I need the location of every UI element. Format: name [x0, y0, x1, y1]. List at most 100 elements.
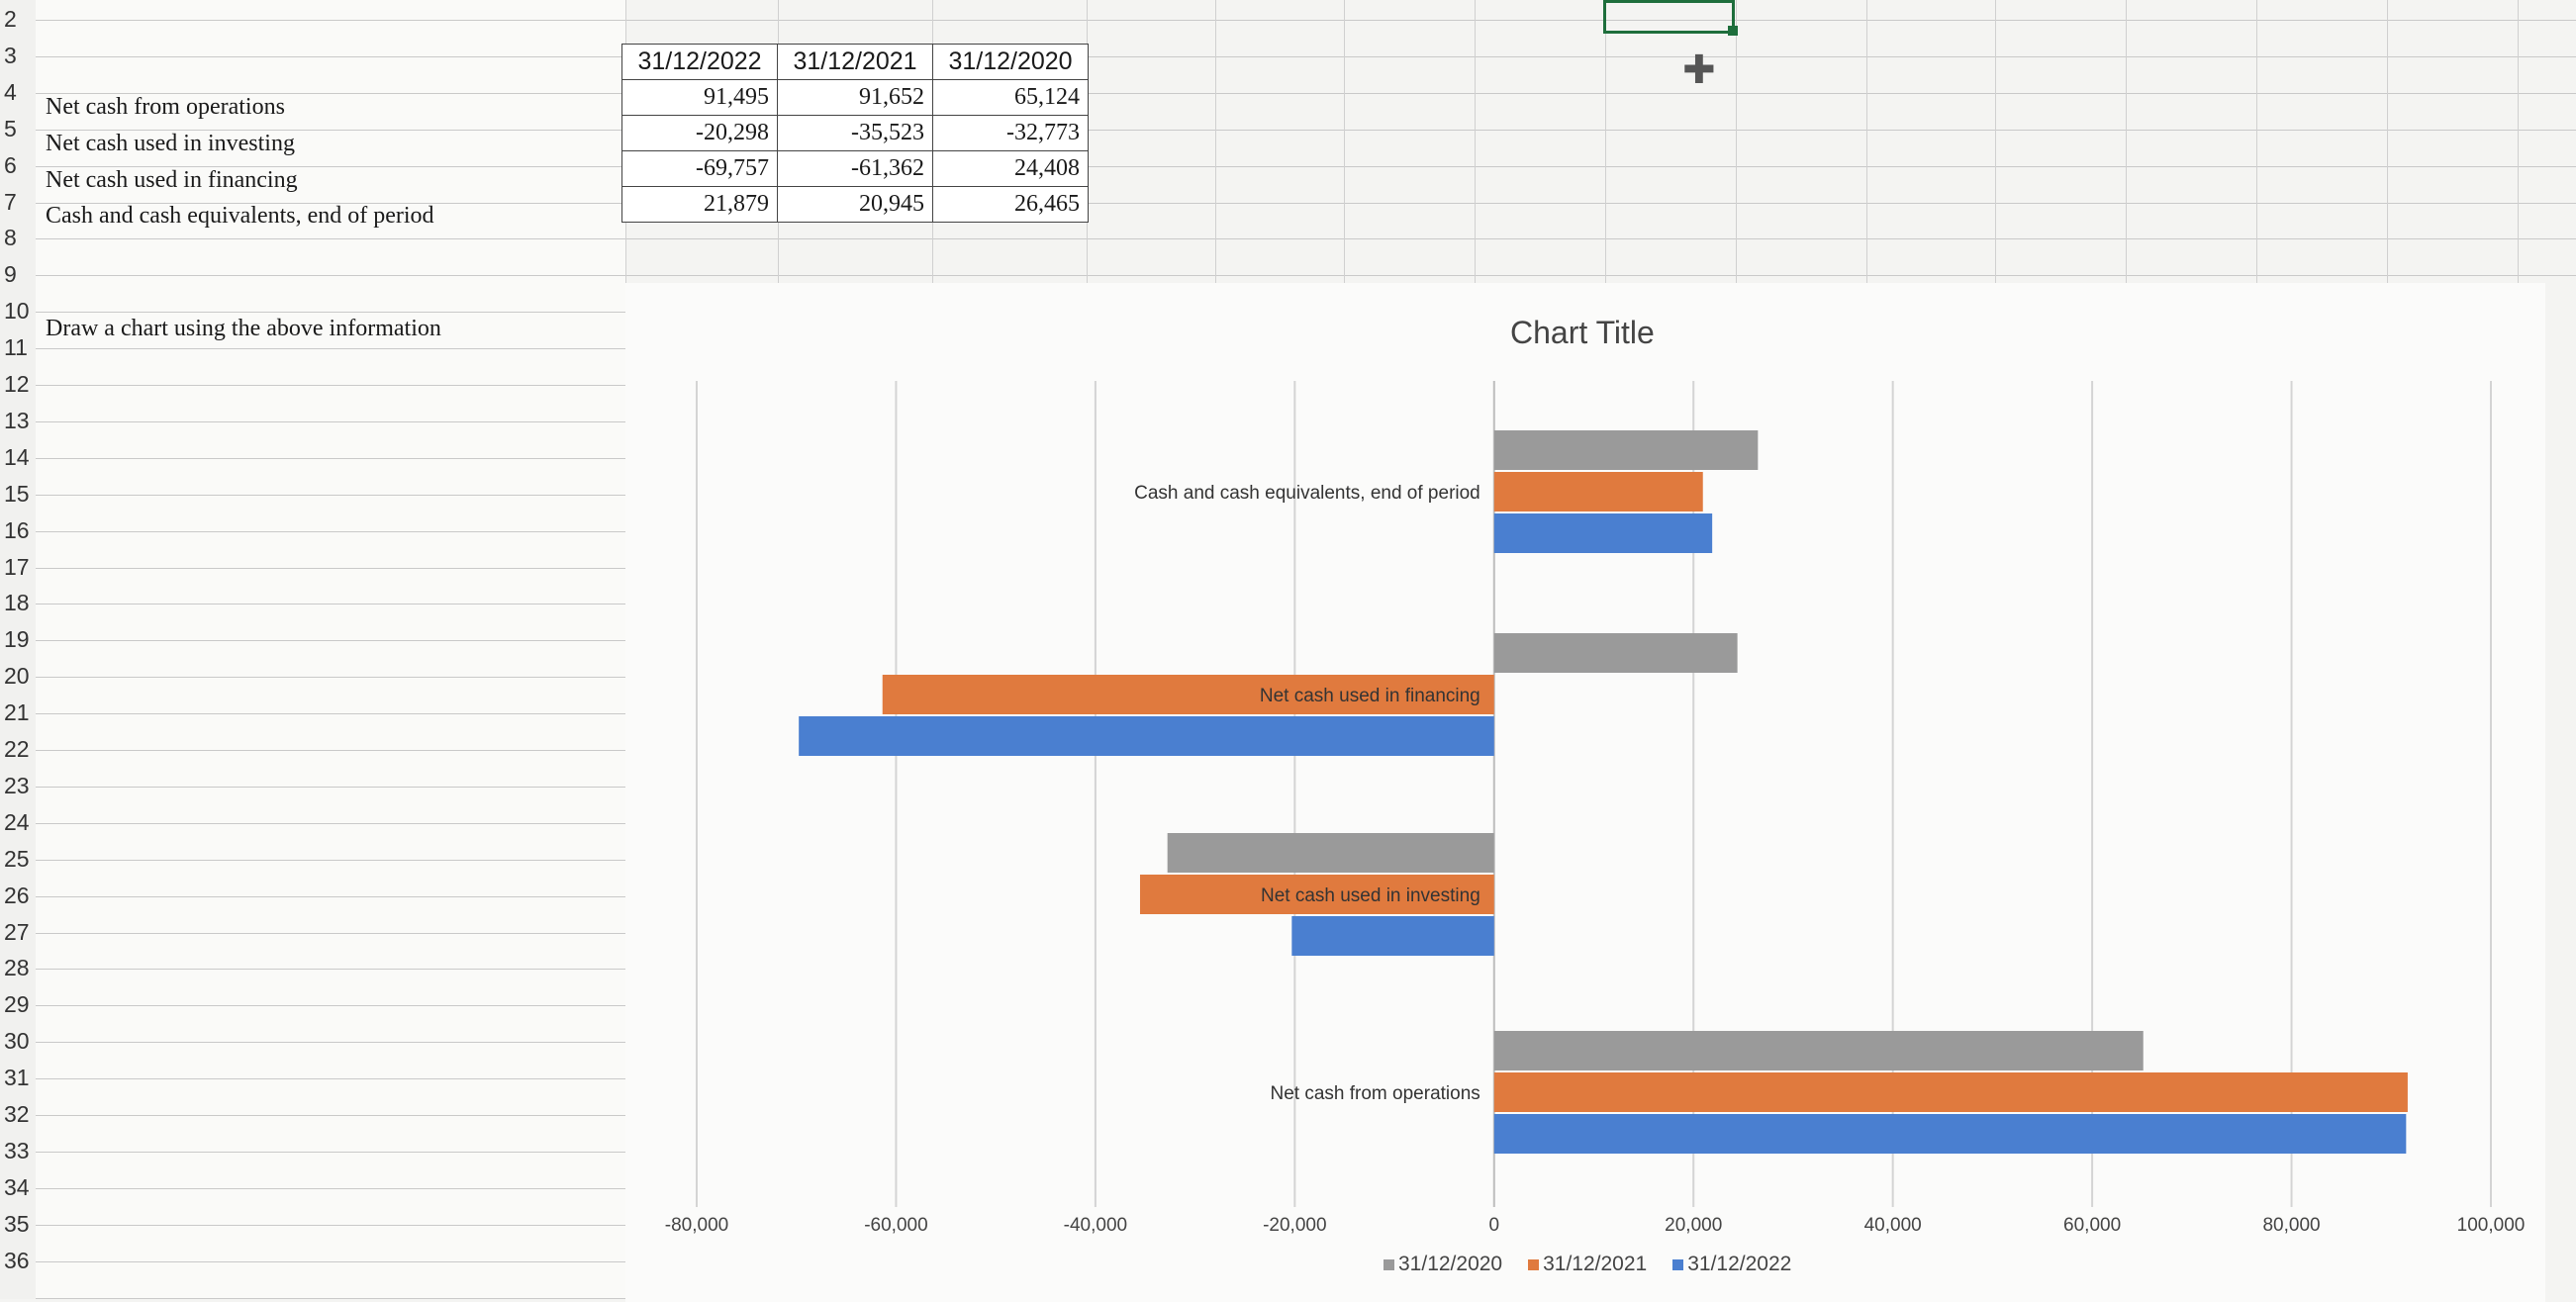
row-headers: 2 3 4 5 6 7 8 9 10 11 12 13 14 15 16 17 18 19 20 21 22 23 24 25… — [0, 0, 37, 1299]
table-cell[interactable]: 24,408 — [932, 150, 1089, 187]
cell-a4[interactable]: Net cash from operations — [46, 94, 285, 120]
row-gridline — [36, 385, 625, 386]
row-gridline — [36, 275, 2576, 277]
x-tick-label: -80,000 — [665, 1215, 728, 1236]
x-tick-label: 0 — [1488, 1215, 1499, 1236]
legend-label: 31/12/2020 — [1398, 1253, 1503, 1275]
header-2020[interactable]: 31/12/2020 — [932, 44, 1089, 80]
row-header[interactable]: 11 — [4, 334, 28, 361]
row-gridline — [36, 312, 625, 314]
chart-title[interactable]: Chart Title — [1510, 315, 1655, 350]
bar[interactable] — [1493, 1114, 2407, 1154]
row-header[interactable]: 31 — [4, 1065, 30, 1091]
row-gridline — [36, 859, 625, 861]
row-header[interactable]: 19 — [4, 626, 30, 653]
legend-item: 31/12/2022 — [1672, 1253, 1791, 1276]
column-gridline — [2126, 0, 2127, 287]
column-gridline — [2256, 0, 2257, 287]
row-header[interactable]: 21 — [4, 699, 30, 726]
row-header[interactable]: 22 — [4, 736, 30, 762]
row-header[interactable]: 25 — [4, 845, 30, 872]
column-gridline — [2518, 0, 2519, 287]
cell-a10[interactable]: Draw a chart using the above information — [46, 316, 441, 341]
row-gridline — [36, 348, 625, 350]
row-gridline — [36, 895, 625, 897]
row-header[interactable]: 35 — [4, 1210, 30, 1237]
row-header[interactable]: 30 — [4, 1028, 30, 1055]
selected-cell[interactable] — [1603, 0, 1735, 34]
row-header[interactable]: 3 — [4, 42, 17, 68]
row-header[interactable]: 23 — [4, 772, 30, 798]
table-cell[interactable]: -32,773 — [932, 115, 1089, 151]
column-gridline — [1215, 0, 1216, 287]
row-gridline — [36, 1115, 625, 1116]
bar[interactable] — [1139, 875, 1494, 914]
legend-swatch-2021 — [1528, 1258, 1540, 1270]
table-cell[interactable]: 20,945 — [777, 186, 933, 223]
row-gridline — [36, 494, 625, 496]
header-2022[interactable]: 31/12/2022 — [621, 44, 778, 80]
row-gridline — [36, 1224, 625, 1226]
row-header[interactable]: 29 — [4, 991, 30, 1018]
table-cell[interactable]: 91,495 — [621, 79, 778, 116]
bar[interactable] — [1291, 916, 1494, 956]
cell-cursor-icon: ✚ — [1682, 47, 1716, 93]
column-gridline — [1736, 0, 1737, 287]
row-header[interactable]: 4 — [4, 78, 17, 105]
row-header[interactable]: 28 — [4, 955, 30, 981]
row-gridline — [36, 932, 625, 934]
row-header[interactable]: 34 — [4, 1173, 30, 1200]
category-label: Cash and cash equivalents, end of period — [1134, 483, 1480, 504]
legend-item: 31/12/2021 — [1528, 1253, 1647, 1276]
table-cell[interactable]: -69,757 — [621, 150, 778, 187]
legend-item: 31/12/2020 — [1383, 1253, 1502, 1276]
row-header[interactable]: 2 — [4, 6, 17, 32]
row-header[interactable]: 24 — [4, 808, 30, 835]
x-tick-label: 20,000 — [1665, 1215, 1722, 1236]
row-header[interactable]: 14 — [4, 443, 30, 470]
bar[interactable] — [799, 716, 1494, 756]
table-cell[interactable]: 65,124 — [932, 79, 1089, 116]
row-header[interactable]: 27 — [4, 918, 30, 945]
row-header[interactable]: 8 — [4, 225, 17, 251]
bar[interactable] — [1493, 513, 1713, 553]
table-cell[interactable]: 21,879 — [621, 186, 778, 223]
cell-a5[interactable]: Net cash used in investing — [46, 131, 295, 156]
bar[interactable] — [1493, 1072, 2408, 1112]
bar[interactable] — [1493, 1031, 2144, 1070]
row-header[interactable]: 6 — [4, 151, 17, 178]
bar[interactable] — [1167, 833, 1494, 873]
row-header[interactable]: 33 — [4, 1137, 30, 1163]
cell-a6[interactable]: Net cash used in financing — [46, 167, 298, 193]
row-header[interactable]: 17 — [4, 553, 30, 580]
row-gridline — [36, 238, 2576, 240]
bar[interactable] — [882, 675, 1494, 714]
bar[interactable] — [1493, 472, 1703, 512]
row-header[interactable]: 13 — [4, 407, 30, 433]
table-cell[interactable]: -61,362 — [777, 150, 933, 187]
row-header[interactable]: 16 — [4, 516, 30, 543]
bar[interactable] — [1493, 633, 1738, 673]
row-header[interactable]: 5 — [4, 115, 17, 141]
chart-legend[interactable]: 31/12/2020 31/12/2021 31/12/2022 — [1383, 1253, 1791, 1276]
table-cell[interactable]: 26,465 — [932, 186, 1089, 223]
row-gridline — [36, 202, 2576, 204]
row-header[interactable]: 20 — [4, 663, 30, 690]
row-header[interactable]: 26 — [4, 882, 30, 908]
row-header[interactable]: 18 — [4, 590, 30, 616]
row-gridline — [36, 1260, 625, 1262]
row-header[interactable]: 7 — [4, 188, 17, 215]
row-header[interactable]: 15 — [4, 480, 30, 507]
fill-handle[interactable] — [1728, 26, 1738, 36]
row-gridline — [36, 1005, 625, 1007]
cell-a7[interactable]: Cash and cash equivalents, end of period — [46, 203, 434, 229]
legend-label: 31/12/2022 — [1687, 1253, 1792, 1275]
table-cell[interactable]: -20,298 — [621, 115, 778, 151]
row-header[interactable]: 10 — [4, 298, 30, 325]
row-header[interactable]: 32 — [4, 1101, 30, 1127]
row-header[interactable]: 9 — [4, 261, 17, 288]
row-header[interactable]: 12 — [4, 371, 30, 397]
bar[interactable] — [1493, 430, 1759, 470]
row-header[interactable]: 36 — [4, 1247, 30, 1273]
